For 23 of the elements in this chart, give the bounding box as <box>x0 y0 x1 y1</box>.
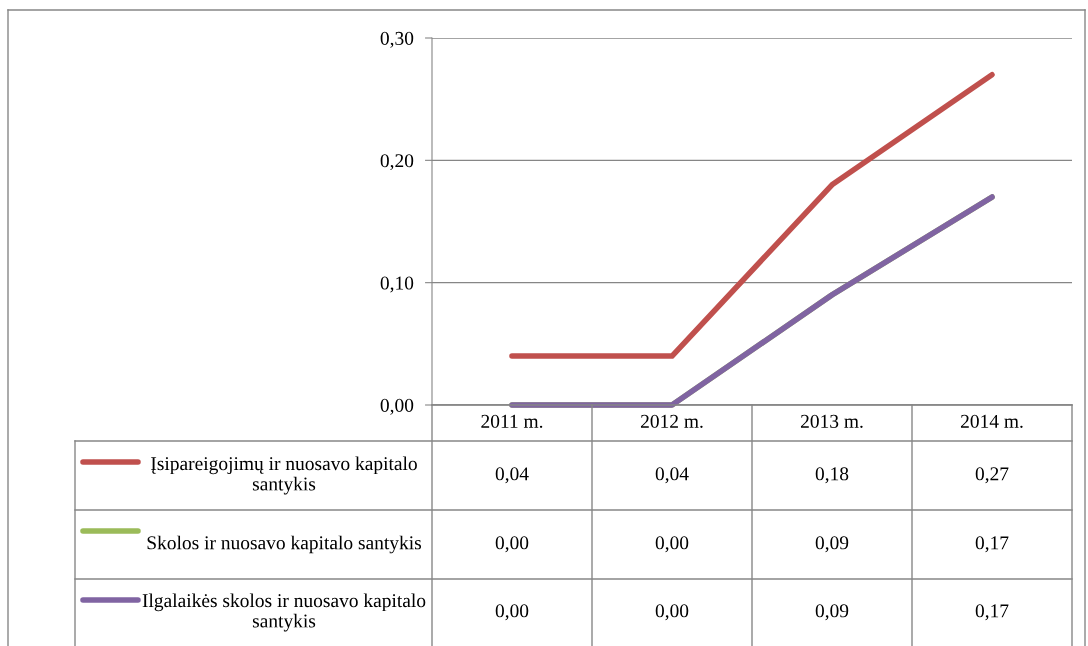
legend-label: Ilgalaikės skolos ir nuosavo kapitalo santykis <box>142 593 426 632</box>
data-label: 0,00 <box>655 536 689 553</box>
data-label: 0,17 <box>975 536 1009 553</box>
x-tick-label: 2012 m. <box>640 414 703 428</box>
y-tick-label: 0,10 <box>380 276 414 293</box>
x-tick-label: 2011 m. <box>481 414 543 428</box>
legend-label: Įsipareigojimų ir nuosavo kapitalo santykis <box>151 456 417 495</box>
data-label: 0,18 <box>815 467 849 484</box>
data-label: 0,04 <box>495 467 529 484</box>
data-label: 0,09 <box>815 536 849 553</box>
legend-label: Skolos ir nuosavo kapitalo santykis <box>147 535 422 554</box>
data-label: 0,09 <box>815 604 849 621</box>
y-tick-label: 0,30 <box>380 31 414 48</box>
data-label: 0,00 <box>495 604 529 621</box>
x-tick-label: 2013 m. <box>800 414 863 428</box>
data-label: 0,17 <box>975 604 1009 621</box>
y-tick-label: 0,20 <box>380 154 414 171</box>
x-tick-label: 2014 m. <box>960 414 1023 428</box>
data-label: 0,27 <box>975 467 1009 484</box>
data-label: 0,04 <box>655 467 689 484</box>
y-tick-label: 0,00 <box>380 398 414 415</box>
data-label: 0,00 <box>655 604 689 621</box>
data-label: 0,00 <box>495 536 529 553</box>
